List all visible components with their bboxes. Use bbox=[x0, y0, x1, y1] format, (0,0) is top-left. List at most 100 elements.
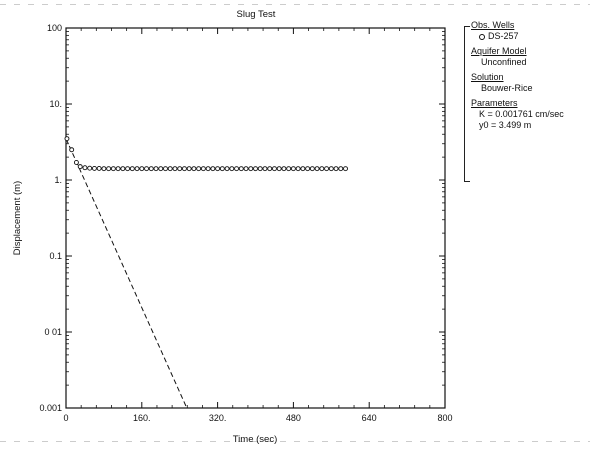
x-tick-label: 480 bbox=[286, 413, 301, 423]
data-point bbox=[243, 166, 249, 172]
y-axis: 100 10. 1. 0.1 0 01 0.001 bbox=[39, 23, 445, 413]
legend-solution: Solution Bouwer-Rice bbox=[464, 72, 586, 94]
solution-value: Bouwer-Rice bbox=[481, 83, 533, 93]
param-y0: y0 = 3.499 m bbox=[479, 120, 532, 130]
x-tick-label: 800 bbox=[437, 413, 452, 423]
data-point bbox=[139, 166, 145, 172]
data-point bbox=[205, 166, 211, 172]
data-point bbox=[253, 166, 258, 172]
data-point bbox=[200, 166, 206, 172]
y-tick-label: 10. bbox=[49, 99, 62, 109]
data-point bbox=[120, 166, 126, 172]
data-point bbox=[110, 166, 116, 172]
y-tick-label: 0 01 bbox=[44, 327, 62, 337]
data-point bbox=[69, 147, 75, 153]
data-point bbox=[219, 166, 225, 172]
data-point bbox=[290, 166, 296, 172]
data-point bbox=[319, 166, 325, 172]
data-point bbox=[267, 166, 273, 172]
data-point bbox=[96, 165, 102, 171]
legend-obs-wells: Obs. Wells DS-257 bbox=[464, 20, 586, 42]
data-point bbox=[305, 166, 311, 172]
data-point bbox=[333, 166, 339, 172]
parameters-heading: Parameters bbox=[471, 98, 518, 108]
scan-noise-bottom bbox=[0, 441, 590, 442]
param-k: K = 0.001761 cm/sec bbox=[479, 109, 564, 119]
data-point bbox=[229, 166, 235, 172]
data-point bbox=[324, 166, 330, 172]
data-point bbox=[125, 166, 131, 172]
data-point bbox=[163, 166, 168, 172]
data-point bbox=[210, 166, 216, 172]
y-tick-label: 0.1 bbox=[49, 251, 62, 261]
circle-marker-icon bbox=[479, 33, 485, 40]
obs-wells-heading: Obs. Wells bbox=[471, 20, 515, 30]
data-point bbox=[101, 166, 107, 172]
plot-frame bbox=[65, 27, 446, 409]
data-point bbox=[82, 165, 88, 171]
y-tick-label: 1. bbox=[54, 175, 62, 185]
obs-well-name: DS-257 bbox=[488, 31, 519, 41]
data-point bbox=[196, 166, 202, 172]
data-point bbox=[153, 166, 159, 172]
data-point bbox=[186, 166, 192, 172]
data-point bbox=[181, 166, 187, 172]
data-point bbox=[64, 136, 70, 142]
legend-frame bbox=[464, 26, 470, 182]
x-tick-label: 640 bbox=[362, 413, 377, 423]
data-point bbox=[328, 166, 334, 172]
x-tick-label: 320. bbox=[209, 413, 227, 423]
data-point bbox=[172, 166, 178, 172]
solution-heading: Solution bbox=[471, 72, 504, 82]
data-point bbox=[167, 166, 173, 172]
scan-noise-top bbox=[0, 4, 590, 5]
data-point bbox=[343, 166, 348, 172]
fit-line-group bbox=[65, 138, 188, 409]
legend-parameters: Parameters K = 0.001761 cm/sec y0 = 3.49… bbox=[464, 98, 586, 131]
legend: Obs. Wells DS-257 Aquifer Model Unconfin… bbox=[464, 20, 586, 182]
data-point bbox=[224, 166, 230, 172]
x-axis-label: Time (sec) bbox=[233, 434, 278, 445]
data-point bbox=[248, 166, 254, 172]
data-point bbox=[309, 166, 315, 172]
data-point bbox=[295, 166, 301, 172]
data-point bbox=[262, 166, 268, 172]
data-point bbox=[281, 166, 287, 172]
data-point bbox=[144, 166, 149, 172]
data-point bbox=[338, 166, 344, 172]
data-point bbox=[91, 165, 97, 171]
aquifer-model-heading: Aquifer Model bbox=[471, 46, 527, 56]
data-points bbox=[64, 136, 348, 172]
x-tick-label: 0 bbox=[63, 413, 68, 423]
chart-title: Slug Test bbox=[237, 9, 276, 20]
data-point bbox=[272, 166, 277, 172]
data-point bbox=[314, 166, 320, 172]
data-point bbox=[238, 166, 244, 172]
data-point bbox=[300, 166, 306, 172]
data-point bbox=[177, 166, 183, 172]
data-point bbox=[134, 166, 140, 172]
data-point bbox=[77, 164, 83, 170]
y-tick-label: 100 bbox=[47, 23, 62, 33]
data-point bbox=[215, 166, 221, 172]
data-point bbox=[286, 166, 292, 172]
legend-aquifer-model: Aquifer Model Unconfined bbox=[464, 46, 586, 68]
data-point bbox=[234, 166, 240, 172]
data-point bbox=[73, 160, 79, 165]
data-point bbox=[257, 166, 263, 172]
x-tick-label: 160. bbox=[133, 413, 151, 423]
data-point bbox=[129, 166, 135, 172]
fit-line bbox=[65, 138, 188, 409]
data-point bbox=[148, 166, 154, 172]
y-axis-label: Displacement (m) bbox=[12, 181, 23, 255]
x-axis: 0 160. 320. 480 640 800 bbox=[63, 28, 453, 423]
data-point bbox=[158, 166, 164, 172]
data-point bbox=[276, 166, 282, 172]
data-point bbox=[191, 166, 197, 172]
data-point bbox=[115, 166, 121, 172]
data-point bbox=[87, 165, 93, 171]
aquifer-model-value: Unconfined bbox=[481, 57, 527, 67]
data-point bbox=[106, 166, 112, 172]
obs-well-entry: DS-257 bbox=[471, 31, 586, 42]
